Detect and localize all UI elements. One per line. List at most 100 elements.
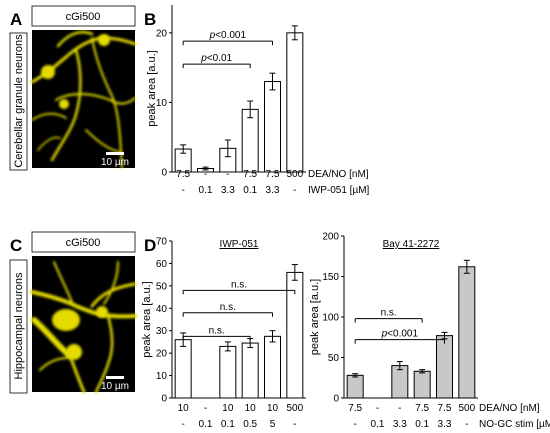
bar <box>174 339 192 399</box>
side-label: Cerebellar granule neurons <box>13 34 25 168</box>
condition-value: 10 <box>245 403 257 414</box>
condition-row-label: DEA/NO [nM] <box>479 403 540 414</box>
panel-label-a: A <box>10 10 22 29</box>
side-label-box <box>9 259 28 394</box>
y-tick-label: 20 <box>156 349 168 360</box>
condition-value: - <box>293 185 296 196</box>
y-tick-label: 200 <box>322 232 339 243</box>
y-axis-label: peak area [a.u.] <box>309 279 321 355</box>
cell-bodies <box>41 34 110 109</box>
scale-bar-label: 10 µm <box>101 381 129 392</box>
condition-row-label: NO-GC stim [µM] <box>479 419 550 430</box>
y-tick-label: 0 <box>333 394 339 405</box>
condition-value: 7.5 <box>243 169 257 180</box>
condition-value: - <box>376 403 379 414</box>
y-tick-label: 100 <box>322 313 339 324</box>
panel-a: Cerebellar granule neurons cGi500 10 µm <box>9 5 137 171</box>
condition-value: 7.5 <box>176 169 190 180</box>
condition-value: 7.5 <box>348 403 362 414</box>
condition-value: - <box>353 419 356 430</box>
bar <box>241 108 259 173</box>
y-axis-label: peak area [a.u.] <box>141 281 153 357</box>
condition-value: 7.5 <box>438 403 452 414</box>
header-box <box>31 5 136 27</box>
y-tick-label: 20 <box>156 28 168 39</box>
side-label-box <box>9 32 28 171</box>
y-tick-label: 0 <box>161 394 167 405</box>
scale-bar <box>106 376 124 379</box>
condition-value: - <box>465 419 468 430</box>
condition-value: 10 <box>222 403 234 414</box>
bar <box>346 374 364 399</box>
condition-value: 500 <box>286 403 303 414</box>
significance-label: p<0.001 <box>381 329 419 340</box>
y-tick-label: 50 <box>156 281 168 292</box>
condition-value: 0.1 <box>371 419 385 430</box>
condition-value: - <box>181 185 184 196</box>
panel-label-d: D <box>144 236 156 255</box>
condition-value: 500 <box>458 403 475 414</box>
y-tick-label: 0 <box>161 168 167 179</box>
scale-bar <box>106 152 124 155</box>
panel-label-c: C <box>10 236 22 255</box>
y-tick-label: 40 <box>156 304 168 315</box>
condition-value: 10 <box>267 403 279 414</box>
condition-value: 0.1 <box>221 419 235 430</box>
neurite-paths <box>30 30 137 169</box>
condition-value: 5 <box>270 419 276 430</box>
header-box <box>31 231 136 253</box>
header-label: cGi500 <box>66 237 101 249</box>
condition-value: 7.5 <box>266 169 280 180</box>
bar <box>413 370 431 399</box>
chart-panel-d-bay41-2272: 0 50 100 150 200 peak area [a.u.] Bay 41-2272 n… <box>309 232 550 431</box>
condition-value: - <box>293 419 296 430</box>
scale-bar-label: 10 µm <box>101 157 129 168</box>
y-tick-label: 10 <box>156 98 168 109</box>
bar <box>436 335 453 399</box>
bar <box>264 81 281 173</box>
side-label: Hippocampal neurons <box>13 272 25 380</box>
bar <box>391 365 409 399</box>
condition-value: 7.5 <box>415 403 429 414</box>
condition-value: - <box>181 419 184 430</box>
condition-row-label: DEA/NO [nM] <box>308 169 369 180</box>
significance-label: p<0.01 <box>200 53 232 64</box>
micrograph: 10 µm <box>30 256 137 394</box>
condition-value: 3.3 <box>438 419 452 430</box>
condition-value: 3.3 <box>393 419 407 430</box>
chart-panel-b: 0 10 20 peak area [a.u.] p<0.001 p<0.01 7.5 - - 7… <box>146 5 370 196</box>
y-tick-label: 30 <box>156 326 168 337</box>
micrograph: 10 µm <box>30 30 137 169</box>
chart-title: Bay 41-2272 <box>383 239 440 250</box>
y-tick-label: 70 <box>156 237 168 248</box>
significance-label: p<0.001 <box>209 30 247 41</box>
cell-bodies <box>52 306 108 360</box>
header-label: cGi500 <box>66 11 101 23</box>
condition-value: - <box>204 403 207 414</box>
condition-value: 500 <box>286 169 303 180</box>
bar <box>264 335 281 399</box>
bar <box>241 342 259 399</box>
bar <box>219 345 237 399</box>
condition-value: 3.3 <box>266 185 280 196</box>
condition-value: 0.1 <box>243 185 257 196</box>
bar <box>286 32 304 173</box>
condition-value: 0.5 <box>243 419 257 430</box>
chart-panel-d-iwp051: 0 10 20 30 40 50 60 70 peak area [a.u.] IWP-051 n.… <box>141 237 306 430</box>
y-axis-label: peak area [a.u.] <box>146 50 158 126</box>
y-tick-label: 60 <box>156 259 168 270</box>
condition-value: 0.1 <box>199 419 213 430</box>
y-tick-label: 50 <box>328 353 340 364</box>
condition-value: 0.1 <box>199 185 213 196</box>
significance-label: n.s. <box>209 325 225 336</box>
panel-label-b: B <box>144 10 156 29</box>
condition-row-label: IWP-051 [µM] <box>308 185 370 196</box>
condition-value: - <box>204 169 207 180</box>
condition-value: 0.1 <box>415 419 429 430</box>
condition-value: 3.3 <box>221 185 235 196</box>
bar <box>458 266 476 399</box>
condition-value: 10 <box>178 403 190 414</box>
significance-label: n.s. <box>231 279 247 290</box>
condition-value: - <box>226 169 229 180</box>
